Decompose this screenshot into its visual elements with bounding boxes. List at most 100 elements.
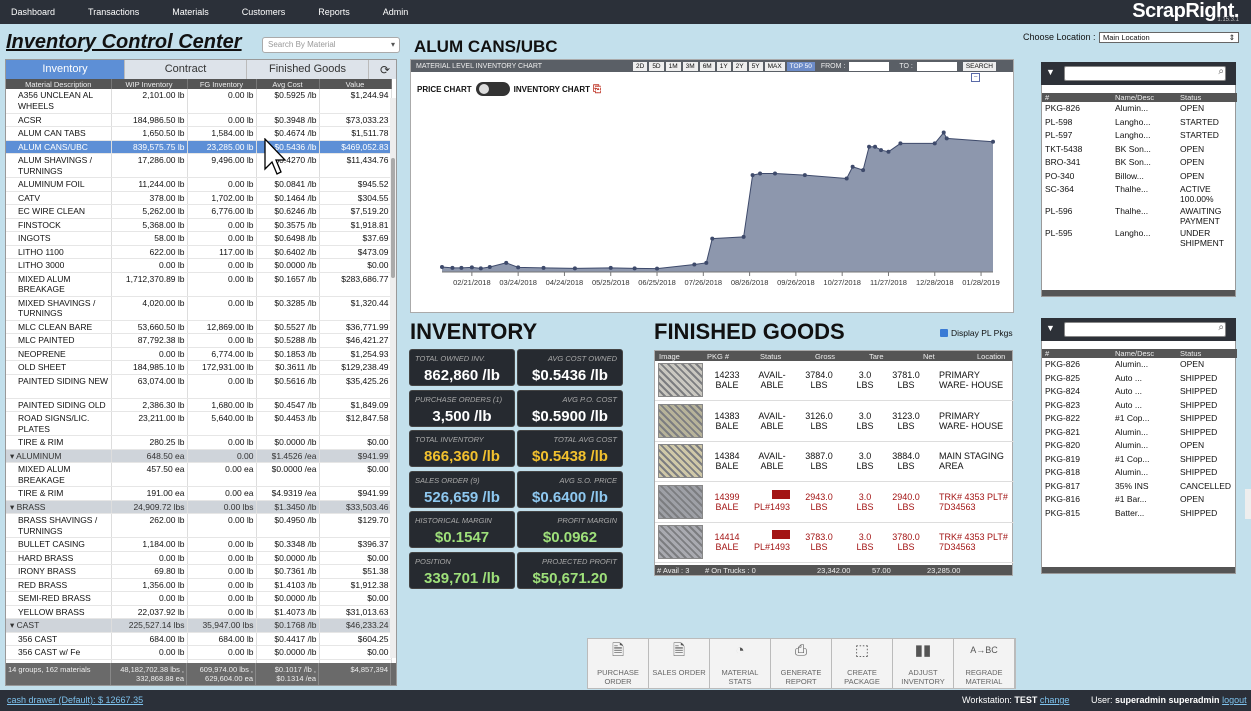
table-row[interactable]: ALUM CAN TABS 1,650.50 lb 1,584.00 lb $0.46… — [6, 126, 392, 141]
finished-goods-row[interactable]: 14384 BALE AVAIL- ABLE 3887.0 LBS 3.0 LBS 38… — [655, 442, 1014, 482]
col-pkg[interactable]: PKG # — [707, 352, 730, 361]
data-point[interactable] — [867, 144, 872, 149]
nav-admin[interactable]: Admin — [382, 7, 409, 17]
data-point[interactable] — [772, 171, 777, 176]
table-row[interactable]: PAINTED SIDING NEW 63,074.00 lb 0.00 lb $0.… — [6, 374, 392, 399]
table-group-row[interactable]: ▾ CAST 225,527.14 lbs 35,947.00 lbs $0.1768… — [6, 618, 392, 633]
table-row[interactable]: ROAD SIGNS/LIC. PLATES 23,211.00 lb 5,640.… — [6, 411, 392, 436]
tab-finished-goods[interactable]: Finished Goods — [247, 60, 369, 79]
data-point[interactable] — [572, 266, 577, 271]
refresh-icon[interactable]: ⟳ — [379, 63, 390, 77]
table-row[interactable]: MIXED ALUM BREAKAGE 457.50 ea 0.00 ea $0.00… — [6, 462, 392, 487]
range-button[interactable]: 6M — [699, 61, 715, 71]
table-row[interactable]: 356 CAST w/ Fe 0.00 lb 0.00 lb $0.0000 /lb $… — [6, 645, 392, 660]
col-location[interactable]: Location — [977, 352, 1006, 361]
tab-contract[interactable]: Contract — [125, 60, 247, 79]
cash-drawer-link[interactable]: cash drawer (Default): $ 12667.35 — [7, 695, 144, 705]
range-button[interactable]: 3M — [682, 61, 698, 71]
table-row[interactable]: YELLOW BRASS 22,037.92 lb 0.00 lb $1.4073 /… — [6, 605, 392, 619]
data-point[interactable] — [941, 130, 946, 135]
logout-link[interactable]: logout — [1222, 695, 1247, 705]
data-point[interactable] — [504, 260, 509, 265]
table-group-row[interactable]: ▾ ALUMINUM 648.50 ea 0.00 $1.4526 /ea $941.9… — [6, 449, 392, 463]
list-item[interactable]: PKG-815 Batter... SHIPPED — [1042, 507, 1237, 521]
col-status[interactable]: Status — [1177, 93, 1237, 102]
list-item[interactable]: PL-595 Langho... UNDER SHIPMENT — [1042, 227, 1237, 249]
table-row[interactable]: ACSR 184,986.50 lb 0.00 lb $0.3948 /lb $73,0… — [6, 113, 392, 127]
list-item[interactable]: TKT-5438 BK Son... OPEN — [1042, 143, 1237, 157]
finished-goods-row[interactable]: 14383 BALE AVAIL- ABLE 3126.0 LBS 3.0 LBS 31… — [655, 402, 1014, 442]
range-button[interactable]: 2Y — [732, 61, 747, 71]
list-item[interactable]: SC-364 Thalhe... ACTIVE 100.00% — [1042, 183, 1237, 205]
col-number[interactable]: # — [1042, 93, 1112, 102]
range-button[interactable]: TOP 50 — [786, 61, 815, 71]
filter-dropdown-icon[interactable]: ▼ — [1046, 67, 1055, 77]
change-workstation-link[interactable]: change — [1039, 695, 1070, 705]
table-row[interactable]: IRONY BRASS 69.80 lb 0.00 lb $0.7361 /lb $51… — [6, 564, 392, 579]
nav-transactions[interactable]: Transactions — [88, 7, 140, 17]
table-row[interactable]: INGOTS 58.00 lb 0.00 lb $0.6498 /lb $37.69 — [6, 231, 392, 246]
list-item[interactable]: PKG-822 #1 Cop... SHIPPED — [1042, 412, 1237, 426]
to-date-input[interactable] — [916, 61, 957, 71]
list-item[interactable]: PL-596 Thalhe... AWAITING PAYMENT — [1042, 205, 1237, 227]
list-item[interactable]: PL-597 Langho... STARTED — [1042, 129, 1237, 143]
col-image[interactable]: Image — [659, 352, 680, 361]
data-point[interactable] — [478, 266, 483, 271]
bale-image[interactable] — [658, 403, 703, 438]
chart-search-button[interactable]: SEARCH — [962, 61, 996, 71]
list-item[interactable]: PKG-826 Alumin... OPEN — [1042, 102, 1237, 116]
tab-inventory[interactable]: Inventory — [6, 60, 125, 79]
inventory-scrollbar[interactable] — [390, 98, 396, 658]
checkbox-checked-icon[interactable] — [940, 329, 948, 337]
table-row[interactable]: ALUM CANS/UBC 839,575.75 lb 23,285.00 lb $0… — [6, 140, 392, 154]
col-wip-inventory[interactable]: WIP Inventory — [111, 79, 188, 89]
list-item[interactable]: PKG-821 Alumin... SHIPPED — [1042, 426, 1237, 440]
data-point[interactable] — [758, 171, 763, 176]
table-row[interactable]: MLC PAINTED 87,792.38 lb 0.00 lb $0.5288 /l… — [6, 333, 392, 348]
table-row[interactable]: BULLET CASING 1,184.00 lb 0.00 lb $0.3348 /… — [6, 537, 392, 552]
data-point[interactable] — [704, 260, 709, 265]
display-pl-pkgs-checkbox[interactable]: Display PL Pkgs — [940, 328, 1013, 338]
location-select[interactable]: Main Location ⇕ — [1099, 32, 1239, 43]
data-point[interactable] — [944, 136, 949, 141]
table-row[interactable]: RED BRASS 1,356.00 lb 0.00 lb $1.4103 /lb $1… — [6, 578, 392, 592]
data-point[interactable] — [844, 176, 849, 181]
data-point[interactable] — [750, 173, 755, 178]
col-status[interactable]: Status — [1177, 349, 1237, 358]
page-scrollbar[interactable] — [1245, 489, 1251, 519]
list-item[interactable]: PO-340 Billow... OPEN — [1042, 170, 1237, 184]
table-row[interactable]: 356 CAST 684.00 lb 684.00 lb $0.4417 /lb $60… — [6, 632, 392, 646]
material-search-input[interactable]: Search By Material ▾ — [262, 37, 400, 53]
zoom-out-icon[interactable]: − — [971, 73, 980, 82]
generate-report-button[interactable]: ⎙ GENERATE REPORT — [771, 639, 832, 688]
col-name-desc[interactable]: Name/Desc — [1112, 93, 1177, 102]
list-item[interactable]: PKG-824 Auto ... SHIPPED — [1042, 385, 1237, 399]
data-point[interactable] — [655, 266, 660, 271]
filter-dropdown-icon[interactable]: ▼ — [1046, 323, 1055, 333]
list-item[interactable]: PKG-817 35% INS CANCELLED — [1042, 480, 1237, 494]
search-icon[interactable]: ⌕ — [1218, 66, 1224, 77]
range-button[interactable]: 2D — [633, 61, 648, 71]
sales-order-button[interactable]: 🗎 SALES ORDER — [649, 639, 710, 688]
table-row[interactable]: CATV 378.00 lb 1,702.00 lb $0.1464 /lb $304.… — [6, 191, 392, 205]
data-point[interactable] — [741, 234, 746, 239]
from-date-input[interactable] — [849, 61, 890, 71]
data-point[interactable] — [450, 265, 455, 270]
nav-reports[interactable]: Reports — [318, 7, 350, 17]
data-point[interactable] — [861, 168, 866, 173]
table-row[interactable]: OLD SHEET 184,985.10 lb 172,931.00 lb $0.36… — [6, 360, 392, 375]
table-row[interactable]: PAINTED SIDING OLD 2,386.30 lb 1,680.00 lb… — [6, 398, 392, 412]
data-point[interactable] — [802, 173, 807, 178]
table-row[interactable]: BRASS SHAVINGS / TURNINGS 262.00 lb 0.00 l… — [6, 513, 392, 538]
purchase-order-button[interactable]: 🗎 PURCHASE ORDER — [588, 639, 649, 688]
list-item[interactable]: PKG-820 Alumin... OPEN — [1042, 439, 1237, 453]
data-point[interactable] — [879, 148, 884, 153]
table-row[interactable]: NEOPRENE 0.00 lb 6,774.00 lb $0.1853 /lb $1,… — [6, 347, 392, 361]
orders-top-search-input[interactable] — [1064, 66, 1226, 81]
nav-materials[interactable]: Materials — [172, 7, 209, 17]
col-status[interactable]: Status — [760, 352, 782, 361]
list-item[interactable]: PL-598 Langho... STARTED — [1042, 116, 1237, 130]
table-row[interactable]: TIRE & RIM 191.00 ea 0.00 ea $4.9319 /ea $94… — [6, 486, 392, 501]
data-point[interactable] — [932, 141, 937, 146]
orders-bottom-search-input[interactable] — [1064, 322, 1226, 337]
